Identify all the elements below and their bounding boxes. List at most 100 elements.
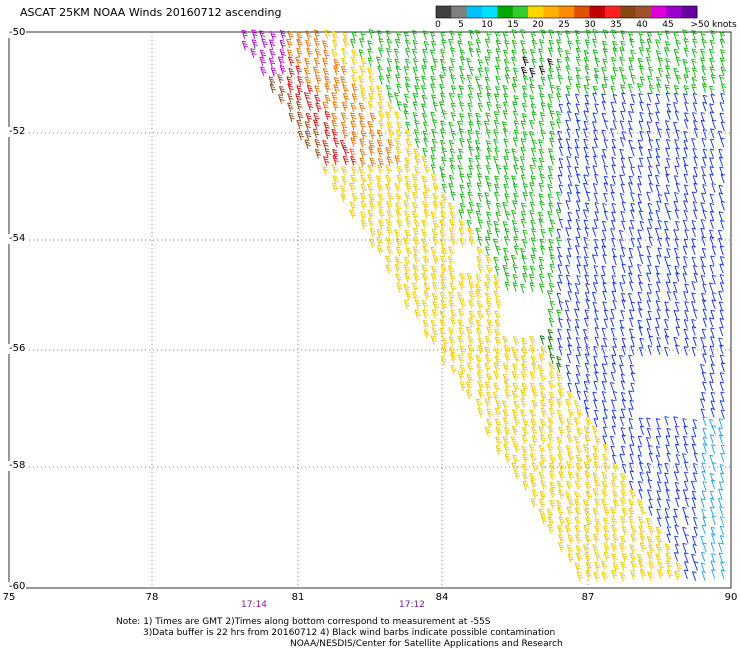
wind-barb: [612, 337, 618, 348]
wind-barb: [411, 191, 419, 202]
wind-barb: [548, 317, 555, 328]
colorbar-swatch: [451, 6, 468, 18]
wind-barb: [477, 264, 484, 274]
wind-barb: [513, 354, 521, 364]
wind-barb: [521, 337, 528, 348]
wind-barb: [630, 372, 636, 382]
wind-barb: [719, 344, 724, 355]
wind-barb: [421, 155, 429, 166]
wind-barb: [655, 148, 660, 158]
wind-barb: [432, 58, 439, 68]
wind-barb: [655, 300, 661, 310]
wind-barb: [502, 110, 509, 120]
wind-barb: [575, 56, 582, 67]
wind-barb: [719, 472, 725, 483]
wind-barb: [440, 255, 447, 266]
wind-barb: [566, 328, 572, 339]
wind-barb: [439, 327, 446, 338]
wind-barb: [279, 65, 287, 75]
wind-barb: [403, 299, 411, 310]
wind-barb: [394, 111, 401, 121]
wind-barb: [691, 48, 698, 59]
wind-barb: [512, 264, 519, 274]
wind-barb: [710, 138, 715, 149]
wind-barb: [575, 552, 583, 563]
wind-barb: [700, 562, 706, 573]
wind-barb: [655, 418, 661, 428]
wind-barb: [421, 264, 428, 275]
wind-barb: [565, 227, 570, 237]
wind-barb: [637, 264, 642, 274]
wind-barb: [610, 101, 615, 112]
wind-barb: [484, 346, 491, 356]
wind-barb: [576, 227, 582, 238]
wind-barb: [639, 111, 644, 122]
wind-barb: [646, 417, 651, 428]
wind-barb: [351, 192, 358, 203]
wind-barb: [394, 155, 401, 165]
wind-barb: [575, 462, 583, 473]
wind-barb: [467, 335, 475, 346]
wind-barb: [692, 427, 697, 437]
wind-barb: [521, 382, 528, 393]
wind-barb: [683, 480, 689, 491]
wind-barb: [459, 173, 465, 183]
wind-barb: [556, 30, 563, 41]
wind-barb: [691, 191, 697, 202]
wind-barb: [602, 58, 608, 68]
wind-barb: [612, 490, 619, 500]
colorbar-swatch: [543, 6, 560, 18]
wind-barb: [386, 38, 393, 49]
wind-barb: [504, 281, 511, 292]
wind-barb: [711, 444, 716, 454]
wind-barb: [485, 273, 492, 284]
wind-barb: [360, 183, 368, 194]
wind-barb: [503, 175, 510, 185]
wind-barb: [710, 93, 716, 104]
wind-barb: [674, 570, 681, 581]
wind-barb: [422, 147, 428, 158]
wind-barb: [412, 282, 419, 293]
wind-barb: [546, 508, 554, 519]
wind-barb: [486, 31, 492, 41]
wind-barb: [630, 382, 635, 393]
wind-barb: [582, 444, 590, 454]
wind-barb: [404, 164, 411, 174]
wind-barb: [592, 452, 600, 463]
wind-barb: [304, 121, 312, 131]
wind-barb: [602, 301, 607, 311]
wind-barb: [656, 200, 661, 211]
wind-barb: [405, 58, 411, 69]
wind-barb: [557, 389, 565, 399]
wind-barb: [576, 571, 584, 582]
wind-barb: [378, 209, 385, 220]
wind-barb: [693, 128, 699, 138]
wind-barb: [665, 92, 671, 103]
wind-barb: [376, 30, 383, 40]
wind-barb: [585, 76, 591, 86]
wind-barb: [485, 155, 491, 165]
wind-barb: [564, 300, 570, 310]
wind-barb: [612, 47, 618, 57]
wind-barb: [466, 272, 473, 283]
lon-label: 84: [435, 592, 449, 603]
wind-barb: [720, 66, 727, 77]
wind-barb: [583, 174, 588, 184]
wind-barb: [630, 74, 637, 85]
colorbar-swatch: [466, 6, 483, 18]
wind-barb: [538, 426, 545, 436]
wind-barb: [611, 219, 616, 230]
colorbar-tick: 40: [636, 20, 648, 30]
wind-barb: [584, 534, 591, 545]
wind-barb: [693, 166, 698, 177]
wind-barb: [468, 66, 475, 77]
wind-barb: [468, 317, 475, 328]
wind-barb: [628, 328, 634, 338]
wind-barb: [701, 490, 707, 500]
wind-barb: [566, 390, 574, 401]
wind-barb: [711, 462, 717, 472]
wind-barb: [502, 409, 510, 420]
wind-barb: [683, 443, 689, 454]
wind-barb: [457, 40, 463, 50]
wind-barb: [647, 283, 653, 294]
